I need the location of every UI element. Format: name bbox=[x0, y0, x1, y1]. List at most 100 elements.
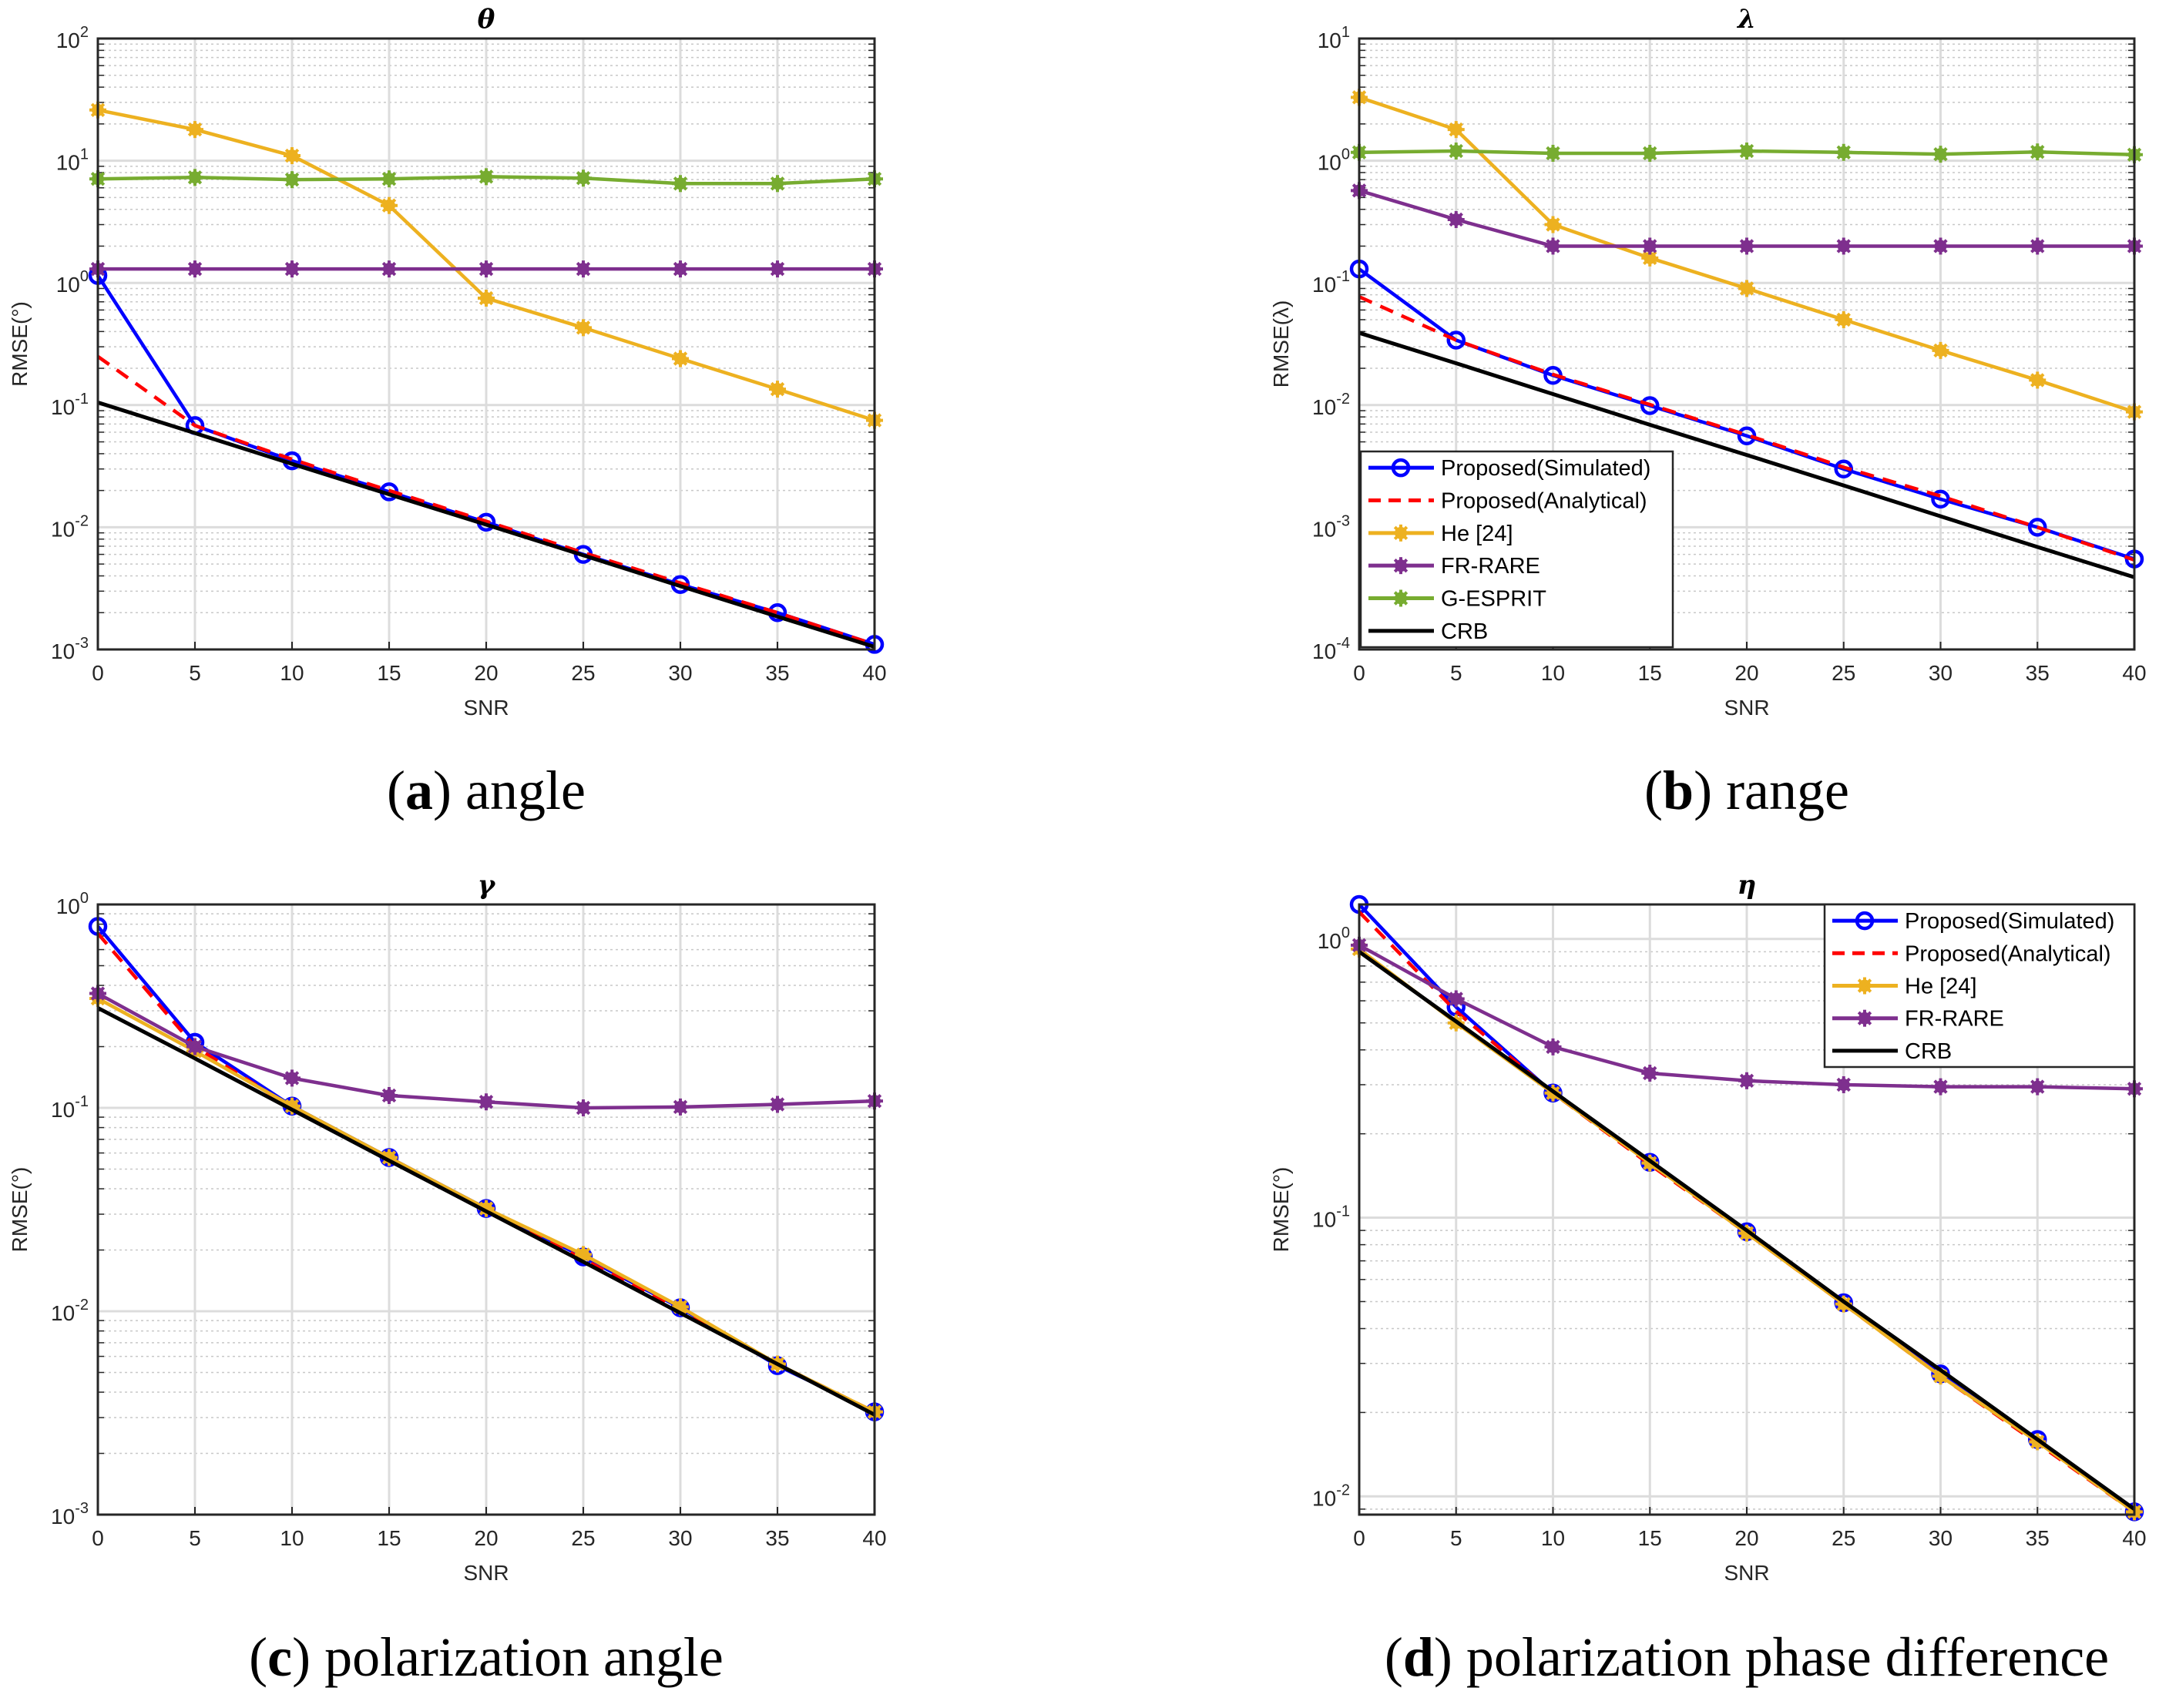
x-tick-label: 5 bbox=[1450, 661, 1462, 685]
legend-entry: Proposed(Analytical) bbox=[1905, 941, 2111, 966]
data-point-arm bbox=[381, 171, 397, 186]
y-tick-base: 10 bbox=[1318, 29, 1341, 52]
legend-marker-arm bbox=[1857, 978, 1872, 993]
y-tick-exponent: 2 bbox=[80, 24, 89, 41]
data-point bbox=[1835, 310, 1852, 328]
subfigure-caption: (a) angle bbox=[387, 760, 586, 821]
x-tick-label: 35 bbox=[765, 661, 789, 685]
x-tick-label: 15 bbox=[377, 1526, 401, 1550]
data-point bbox=[1932, 341, 1949, 359]
legend-entry: CRB bbox=[1441, 619, 1488, 644]
data-point bbox=[769, 260, 786, 278]
data-point-arm bbox=[1643, 239, 1657, 253]
data-point-arm bbox=[1739, 281, 1754, 296]
data-point-arm bbox=[1643, 250, 1657, 266]
data-point-arm bbox=[770, 261, 785, 277]
legend-marker bbox=[1391, 458, 1411, 478]
x-tick-label: 25 bbox=[1832, 1526, 1855, 1550]
x-tick-label: 30 bbox=[1929, 661, 1953, 685]
axes-box bbox=[96, 37, 876, 651]
y-tick-base: 10 bbox=[56, 151, 80, 175]
x-tick-label: 20 bbox=[474, 661, 498, 685]
data-point-arm bbox=[1739, 1226, 1754, 1240]
data-point bbox=[1544, 237, 1562, 255]
x-tick-label: 5 bbox=[189, 1526, 201, 1550]
data-point-arm bbox=[1739, 1073, 1754, 1088]
data-point-arm bbox=[187, 1039, 203, 1054]
x-tick-label: 40 bbox=[2122, 1526, 2146, 1550]
data-point bbox=[1447, 210, 1465, 228]
series-line bbox=[1358, 331, 2135, 579]
x-tick-label: 30 bbox=[668, 661, 692, 685]
y-tick-exponent: -1 bbox=[75, 1093, 89, 1110]
y-tick-base: 10 bbox=[1312, 517, 1336, 541]
legend-marker-arm bbox=[1857, 1011, 1872, 1025]
series-line bbox=[1358, 295, 2135, 562]
data-point bbox=[1932, 146, 1949, 163]
legend-marker bbox=[1856, 977, 1873, 995]
data-point-arm bbox=[1449, 122, 1463, 137]
data-point-arm bbox=[381, 1150, 397, 1165]
data-point bbox=[478, 1093, 495, 1111]
data-point bbox=[769, 175, 786, 193]
caption-text: angle bbox=[465, 760, 586, 821]
data-point bbox=[284, 171, 301, 189]
series-he-24- bbox=[1351, 89, 2143, 421]
y-tick-label: 10-2 bbox=[1312, 391, 1350, 419]
y-tick-exponent: -2 bbox=[75, 512, 89, 529]
series-crb bbox=[1358, 331, 2135, 579]
y-tick-exponent: -3 bbox=[75, 635, 89, 652]
legend-marker-arm bbox=[1393, 558, 1409, 573]
data-point-arm bbox=[770, 1097, 785, 1112]
y-tick-label: 102 bbox=[56, 24, 89, 52]
data-point bbox=[186, 260, 203, 278]
x-tick-label: 10 bbox=[280, 1526, 304, 1550]
y-tick-exponent: -2 bbox=[1336, 391, 1350, 408]
data-point-arm bbox=[2030, 145, 2045, 159]
x-tick-label: 40 bbox=[862, 1526, 886, 1550]
y-tick-base: 10 bbox=[51, 639, 75, 663]
legend-box bbox=[1359, 450, 1674, 649]
y-tick-label: 100 bbox=[56, 268, 89, 297]
subfigure-caption: (b) range bbox=[1644, 760, 1849, 821]
data-point-arm bbox=[1643, 146, 1657, 161]
legend: Proposed(Simulated) Proposed(Analytical) H… bbox=[1359, 450, 1674, 649]
chart-title: η bbox=[1738, 870, 1757, 901]
data-point-arm bbox=[1449, 992, 1463, 1006]
data-point bbox=[1640, 396, 1660, 415]
legend-entry: FR-RARE bbox=[1905, 1007, 2004, 1032]
series-line bbox=[97, 401, 875, 649]
x-axis-label: SNR bbox=[1724, 696, 1769, 720]
data-point bbox=[575, 319, 592, 337]
data-point bbox=[478, 168, 495, 186]
y-tick-base: 10 bbox=[1318, 151, 1341, 175]
data-point bbox=[381, 170, 398, 188]
axes-box bbox=[1358, 37, 2136, 651]
y-tick-exponent: -1 bbox=[1336, 1203, 1350, 1220]
axes-box bbox=[96, 903, 876, 1516]
data-point bbox=[284, 260, 301, 278]
y-tick-label: 10-1 bbox=[51, 391, 89, 419]
x-tick-label: 30 bbox=[1929, 1526, 1953, 1550]
y-tick-label: 101 bbox=[1318, 24, 1350, 52]
caption-letter: d bbox=[1403, 1626, 1434, 1688]
caption-letter: b bbox=[1663, 760, 1694, 821]
data-point bbox=[2029, 237, 2047, 255]
subfigure-caption: (d) polarization phase difference bbox=[1385, 1626, 2109, 1688]
legend-marker bbox=[1392, 589, 1409, 607]
y-tick-label: 100 bbox=[1318, 924, 1350, 953]
data-point bbox=[672, 260, 689, 278]
data-point-arm bbox=[1836, 239, 1851, 253]
data-point bbox=[381, 260, 398, 278]
y-tick-label: 100 bbox=[1318, 146, 1350, 175]
data-point-arm bbox=[770, 176, 785, 191]
data-point-arm bbox=[1933, 343, 1948, 358]
series-crb bbox=[97, 401, 875, 649]
y-tick-label: 10-3 bbox=[51, 635, 89, 663]
legend-entry: He [24] bbox=[1905, 975, 1977, 999]
data-point bbox=[2029, 143, 2047, 161]
y-axis-label: RMSE(°) bbox=[8, 301, 32, 387]
data-point-arm bbox=[1546, 1039, 1560, 1055]
caption-letter: c bbox=[267, 1626, 292, 1688]
y-axis-label: RMSE(°) bbox=[8, 1167, 32, 1253]
